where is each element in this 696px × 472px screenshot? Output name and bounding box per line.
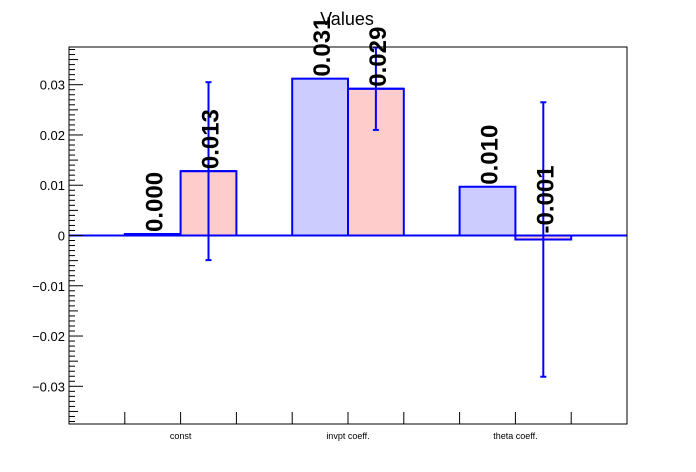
y-tick-label: 0: [58, 229, 65, 244]
axes-layer: −0.03 −0.02 −0.01 0 0.01 0.02 0.03 const invpt c…: [32, 46, 628, 441]
x-tick-label: const: [170, 431, 192, 441]
y-tick-label: −0.03: [32, 379, 65, 394]
value-label: 0.031: [309, 17, 336, 77]
bar: [291, 77, 350, 237]
y-tick-label: −0.02: [32, 329, 65, 344]
value-label: 0.029: [365, 27, 392, 87]
chart-title: Values: [320, 9, 374, 29]
value-label: -0.001: [532, 165, 559, 233]
bars-layer: [123, 77, 573, 241]
value-label: 0.000: [142, 172, 169, 232]
value-labels-layer: 0.000 0.013 0.031 0.029 0.010 -0.001: [142, 17, 560, 234]
y-tick-label: 0.02: [40, 128, 65, 143]
y-tick-label: 0.03: [40, 78, 65, 93]
value-label: 0.010: [477, 125, 504, 185]
value-label: 0.013: [198, 109, 225, 169]
error-bars-layer: [180, 46, 572, 378]
x-tick-label: invpt coeff.: [326, 431, 369, 441]
y-tick-label: 0.01: [40, 178, 65, 193]
bar: [458, 185, 517, 237]
x-tick-label: theta coeff.: [493, 431, 537, 441]
y-tick-label: −0.01: [32, 279, 65, 294]
